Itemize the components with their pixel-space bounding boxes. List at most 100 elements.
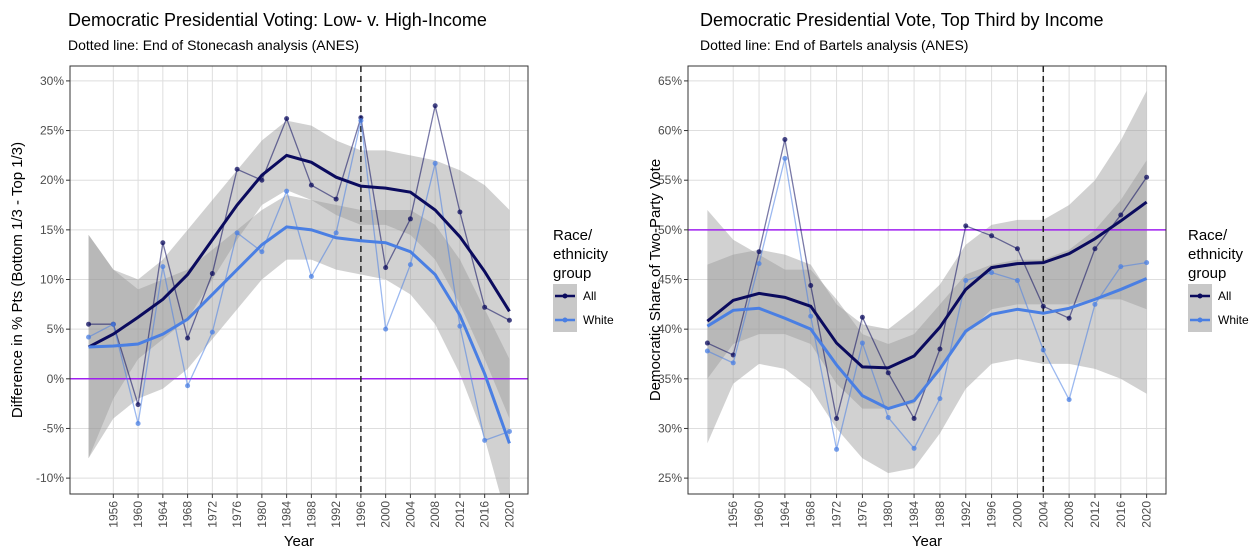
x-tick-label: 1972 — [205, 501, 219, 528]
data-line — [707, 158, 1147, 450]
chart-subtitle: Dotted line: End of Bartels analysis (AN… — [700, 37, 968, 53]
data-point — [333, 230, 339, 236]
y-tick-label: -5% — [43, 421, 65, 435]
x-tick-label: 2012 — [453, 501, 467, 528]
panel: -10% -5% 0% 5% 10% 15% 20% 25% 30% 1956 1960 1964 19… — [9, 10, 614, 550]
x-axis-label: Year — [284, 533, 314, 550]
legend-label: All — [1218, 289, 1231, 303]
data-point — [383, 326, 389, 332]
x-tick-label: 1964 — [156, 501, 170, 528]
y-tick-label: 5% — [47, 322, 65, 336]
data-point — [185, 383, 191, 389]
x-tick-label: 1980 — [255, 501, 269, 528]
plot-area — [70, 66, 528, 494]
y-axis-label: Difference in % Pts (Bottom 1/3 - Top 1/… — [9, 142, 26, 418]
panel: 25% 30% 35% 40% 45% 50% 55% 60% 65% 1956 1960 1964 1… — [647, 10, 1249, 550]
data-point — [1092, 246, 1098, 252]
legend-label: White — [1218, 313, 1249, 327]
confidence-band — [707, 160, 1147, 474]
data-point — [407, 262, 413, 268]
x-tick-label: 1972 — [830, 501, 844, 528]
data-point — [885, 415, 891, 421]
x-tick-label: 2020 — [502, 501, 516, 528]
y-tick-label: -10% — [36, 471, 64, 485]
data-point — [1066, 397, 1072, 403]
data-point — [834, 416, 840, 422]
y-tick-label: 20% — [40, 173, 64, 187]
data-point — [963, 277, 969, 283]
x-tick-label: 1960 — [752, 501, 766, 528]
x-tick-label: 2000 — [1010, 501, 1024, 528]
data-point — [135, 420, 141, 426]
legend-title: ethnicity — [553, 246, 609, 263]
data-point — [1118, 212, 1124, 218]
x-tick-label: 1992 — [329, 501, 343, 528]
y-tick-label: 30% — [40, 74, 64, 88]
data-point — [358, 118, 364, 124]
data-point — [1118, 264, 1124, 270]
data-point — [1144, 174, 1150, 180]
y-tick-label: 50% — [658, 223, 682, 237]
data-point — [457, 209, 463, 215]
confidence-band — [88, 120, 510, 459]
data-point — [989, 270, 995, 276]
x-tick-label: 1988 — [304, 501, 318, 528]
chart-title: Democratic Presidential Vote, Top Third … — [700, 10, 1104, 30]
x-tick-label: 2000 — [379, 501, 393, 528]
y-tick-label: 15% — [40, 223, 64, 237]
data-point — [135, 402, 141, 408]
data-point — [859, 314, 865, 320]
data-line — [88, 105, 510, 405]
data-point — [259, 249, 265, 255]
data-point — [911, 416, 917, 422]
chart-subtitle: Dotted line: End of Stonecash analysis (… — [68, 37, 359, 53]
data-point — [407, 216, 413, 222]
data-point — [1014, 246, 1020, 252]
plot-border — [69, 65, 529, 495]
smooth-line — [706, 200, 1148, 370]
x-tick-label: 2004 — [1036, 501, 1050, 528]
y-tick-label: 25% — [658, 471, 682, 485]
data-point — [160, 264, 166, 270]
data-point — [234, 230, 240, 236]
data-point — [482, 304, 488, 310]
data-point — [756, 249, 762, 255]
data-point — [704, 348, 710, 354]
x-tick-label: 1996 — [354, 501, 368, 528]
data-point — [782, 136, 788, 142]
data-point — [209, 329, 215, 335]
data-point — [308, 182, 314, 188]
data-point — [432, 160, 438, 166]
smooth-line — [88, 225, 511, 444]
x-tick-label: 1960 — [131, 501, 145, 528]
x-tick-label: 1968 — [804, 501, 818, 528]
y-tick-label: 35% — [658, 372, 682, 386]
data-point — [782, 155, 788, 161]
legend-title: group — [1188, 265, 1226, 282]
x-tick-label: 2008 — [1062, 501, 1076, 528]
smooth-line — [87, 153, 511, 349]
data-point — [284, 116, 290, 122]
y-tick-label: 0% — [47, 372, 65, 386]
data-point — [209, 271, 215, 277]
data-point — [1144, 260, 1150, 266]
data-point — [110, 321, 116, 327]
x-tick-label: 2016 — [478, 501, 492, 528]
legend-title: Race/ — [553, 227, 593, 244]
data-point — [704, 340, 710, 346]
legend-point — [1197, 317, 1203, 323]
y-tick-label: 65% — [658, 74, 682, 88]
x-tick-label: 1956 — [726, 501, 740, 528]
legend-point — [562, 293, 568, 299]
data-point — [506, 428, 512, 434]
data-point — [989, 233, 995, 239]
legend-title: group — [553, 265, 591, 282]
data-point — [963, 223, 969, 229]
data-point — [160, 240, 166, 246]
y-tick-label: 60% — [658, 124, 682, 138]
x-tick-label: 1980 — [881, 501, 895, 528]
confidence-band — [707, 90, 1147, 409]
x-tick-label: 2016 — [1114, 501, 1128, 528]
data-point — [808, 313, 814, 319]
data-point — [506, 317, 512, 323]
